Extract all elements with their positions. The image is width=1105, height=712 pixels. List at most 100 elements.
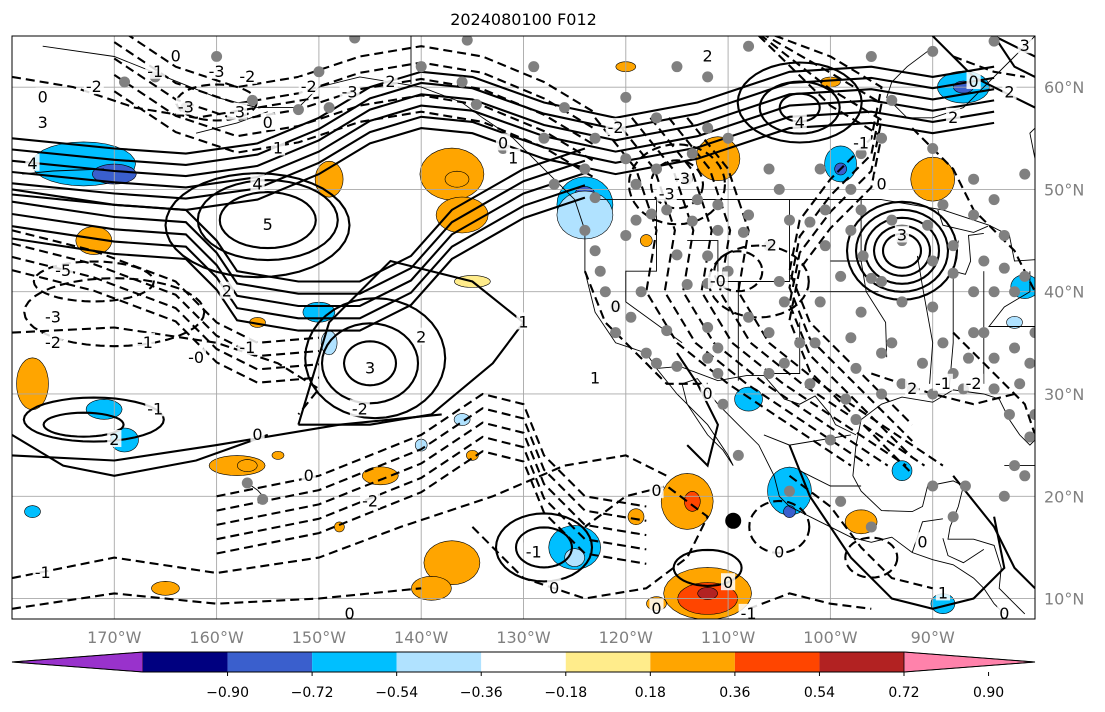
station-dot [968, 286, 980, 298]
station-dot [620, 91, 632, 103]
station-dot [998, 490, 1010, 502]
contour-label: 1 [590, 369, 600, 388]
positive-contour-ring [218, 191, 317, 250]
contour-label: -0 [710, 271, 726, 290]
station-dot [1050, 256, 1061, 267]
positive-contour [12, 88, 995, 178]
contour-label: 0 [304, 466, 314, 485]
station-dot [778, 296, 790, 308]
contour-label: 0 [723, 573, 733, 592]
station-dot [640, 347, 652, 359]
contour-label-bg [168, 46, 183, 64]
negative-contour [113, 74, 596, 163]
station-dot [819, 204, 831, 216]
station-dot [937, 337, 949, 349]
contour-label: 0 [171, 46, 181, 65]
negative-contour-ring [627, 143, 727, 226]
contour-label-bg [738, 603, 759, 619]
station-dot [415, 61, 427, 73]
station-dot [1009, 286, 1021, 298]
positive-contour-ring [494, 512, 594, 583]
contour-label: 3 [897, 225, 907, 244]
storm-center-marker [725, 512, 742, 529]
station-dot [778, 357, 790, 369]
colorbar-segment [143, 652, 228, 672]
colorbar-segment [819, 652, 904, 672]
station-dot [1024, 431, 1035, 443]
contour-label-bg [362, 358, 378, 376]
station-dot [686, 215, 698, 227]
contour-label-bg [874, 174, 889, 192]
negative-contour [594, 117, 852, 467]
station-dot [712, 199, 724, 211]
contour-label: 0 [344, 604, 354, 623]
contour-label-bg [672, 169, 693, 187]
station-dot [988, 36, 1000, 47]
colorbar-segment [396, 652, 482, 672]
contour-label-bg [383, 72, 398, 90]
contour-label: 5 [263, 215, 273, 234]
station-dot [763, 368, 775, 380]
contour-label-bg [721, 573, 736, 591]
negative-contour-ring [175, 83, 258, 122]
colorbar-segment [227, 652, 313, 672]
station-dot [1060, 225, 1071, 236]
negative-contour [788, 474, 933, 590]
contour-label-bg [915, 532, 930, 550]
contour-label: 0 [252, 425, 262, 444]
contour-label: 4 [27, 154, 37, 173]
station-dot [850, 362, 862, 374]
shaded-patch [695, 136, 741, 182]
negative-contour [748, 592, 872, 610]
coastline-segment [852, 389, 1035, 615]
contour-label: -2 [239, 67, 255, 86]
station-dot [1070, 261, 1081, 272]
contour-label-bg [608, 297, 623, 315]
contour-label: 1 [508, 149, 518, 168]
station-dot [702, 71, 714, 83]
contour-label: 0 [917, 532, 927, 551]
positive-contour-ring [22, 396, 165, 443]
contour-label: 1 [273, 139, 283, 158]
contour-label: 2 [907, 379, 917, 398]
shaded-patch [271, 451, 285, 460]
negative-contour [583, 270, 708, 385]
coastline-segment [860, 199, 888, 358]
contour-label-bg [237, 337, 258, 355]
negative-contour [12, 269, 319, 384]
station-dot [671, 360, 683, 372]
station-dot [886, 337, 898, 349]
contour-label: 0 [263, 113, 273, 132]
station-dot [794, 337, 806, 349]
contour-label: -3 [178, 98, 194, 117]
contour-label: 0 [498, 133, 508, 152]
contour-label-bg [966, 72, 981, 90]
positive-contour [676, 352, 720, 468]
shaded-patch [891, 460, 913, 482]
negative-contour [127, 36, 596, 114]
contour-label: -3 [229, 103, 245, 122]
positive-contour [12, 99, 995, 189]
station-dot [1029, 327, 1035, 339]
colorbar-outline [11, 651, 1036, 673]
station-dot [1019, 168, 1031, 180]
contour-label-bg [260, 215, 275, 233]
contour-label-bg [700, 46, 715, 64]
station-dot [1009, 342, 1021, 354]
contour-label-bg [135, 332, 155, 350]
station-dot [855, 204, 867, 216]
coastline-segment [763, 434, 851, 446]
lon-tick-label: 140°W [394, 628, 449, 647]
station-dot [702, 352, 714, 364]
contour-label-bg [227, 102, 248, 120]
station-dot [1009, 460, 1021, 472]
contour-label-bg [145, 399, 166, 417]
station-dot [610, 327, 622, 339]
contour-label: -2 [362, 491, 378, 510]
contour-label-bg [107, 430, 122, 448]
lat-tick-label: 50°N [1044, 180, 1084, 199]
contour-label-bg [414, 327, 429, 345]
station-dot [845, 332, 857, 344]
station-dot [661, 204, 673, 216]
